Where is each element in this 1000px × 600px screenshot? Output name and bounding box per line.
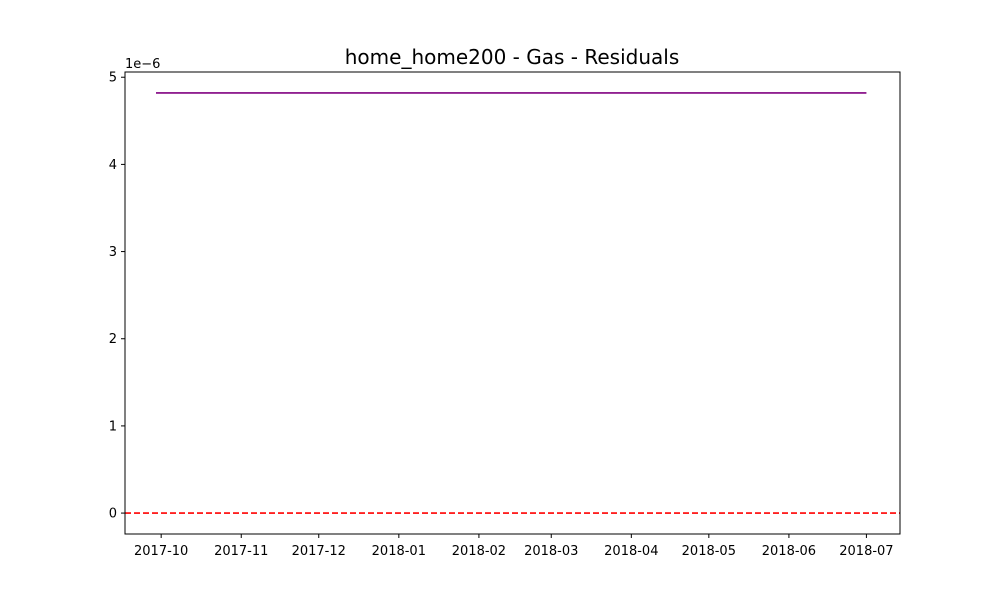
x-tick-label: 2018-04: [604, 544, 658, 559]
y-tick-label: 3: [109, 245, 117, 260]
x-tick-label: 2017-11: [214, 544, 268, 559]
y-tick-label: 0: [109, 507, 117, 522]
x-tick-label: 2018-03: [524, 544, 578, 559]
y-tick-label: 5: [109, 71, 117, 86]
x-tick-label: 2017-12: [292, 544, 346, 559]
y-tick-label: 1: [109, 419, 117, 434]
x-tick-label: 2018-01: [372, 544, 426, 559]
y-tick-label: 2: [109, 332, 117, 347]
x-tick-label: 2018-02: [452, 544, 506, 559]
y-tick-label: 4: [109, 158, 117, 173]
x-tick-label: 2018-05: [682, 544, 736, 559]
chart-title: home_home200 - Gas - Residuals: [345, 45, 680, 69]
x-tick-label: 2017-10: [134, 544, 188, 559]
y-offset-label: 1e−6: [125, 57, 160, 72]
x-tick-label: 2018-07: [839, 544, 893, 559]
x-tick-label: 2018-06: [762, 544, 816, 559]
plot-frame: [124, 71, 901, 535]
